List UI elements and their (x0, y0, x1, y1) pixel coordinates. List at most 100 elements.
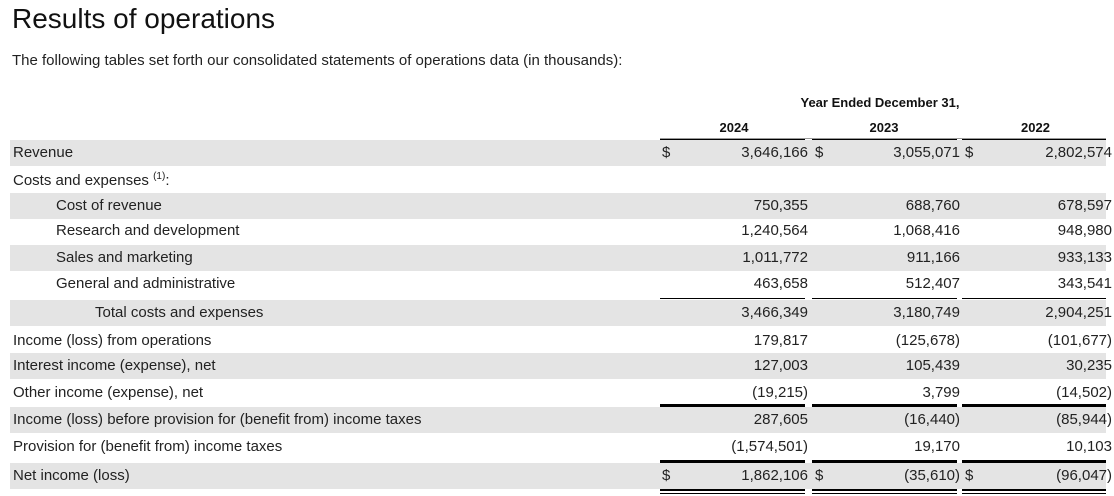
value-cell-2023: 688,760 (905, 197, 960, 214)
row-label: Total costs and expenses (95, 304, 263, 321)
currency-symbol: $ (965, 144, 974, 161)
value-cell-2022: 678,597 (1057, 197, 1112, 214)
row-label-text: Income (loss) from operations (13, 332, 212, 349)
row-label-text: Interest income (expense), net (13, 357, 216, 374)
value-cell-2023: 512,407 (905, 275, 960, 292)
value-cell-2022: 30,235 (1066, 357, 1112, 374)
year-header-2024: 2024 (719, 120, 749, 135)
row-label-text: Sales and marketing (56, 249, 193, 266)
currency-symbol: $ (965, 467, 974, 484)
row-label: Revenue (13, 144, 73, 161)
row-label-text: Provision for (benefit from) income taxe… (13, 438, 283, 455)
total-rule (812, 493, 957, 494)
value-cell-2023: 105,439 (905, 357, 960, 374)
value-cell-2022: 2,802,574 (1045, 144, 1112, 161)
row-label-suffix: : (165, 172, 170, 189)
value-cell-2024: 750,355 (753, 197, 808, 214)
row-label: Cost of revenue (56, 197, 162, 214)
row-label-text: Costs and expenses (13, 172, 149, 189)
row-label-text: Cost of revenue (56, 197, 162, 214)
value-cell-2022: (14,502) (1056, 384, 1112, 401)
value-cell-2022: 948,980 (1057, 222, 1112, 239)
row-label-text: Income (loss) before provision for (bene… (13, 411, 422, 428)
currency-symbol: $ (662, 467, 671, 484)
currency-symbol: $ (662, 144, 671, 161)
row-label: Interest income (expense), net (13, 357, 216, 374)
table-row: Sales and marketing 1,011,772 911,166 933,1… (10, 245, 1112, 271)
subtotal-rule (962, 460, 1106, 463)
value-cell-2023: 3,799 (922, 384, 960, 401)
value-cell-2024: 1,240,564 (741, 222, 808, 239)
row-label-text: Revenue (13, 144, 74, 161)
row-label: Income (loss) before provision for (bene… (13, 411, 422, 428)
value-cell-2024: 287,605 (753, 411, 808, 428)
value-cell-2023: 911,166 (906, 249, 960, 266)
value-cell-2023: 3,055,071 (893, 144, 960, 161)
year-header-2023: 2023 (869, 120, 899, 135)
value-cell-2022: (96,047) (1056, 467, 1112, 484)
total-rule (812, 489, 957, 491)
row-label-text: Research and development (56, 222, 240, 239)
row-label: General and administrative (56, 275, 235, 292)
currency-symbol: $ (815, 467, 824, 484)
table-row: Other income (expense), net (19,215) 3,799… (10, 380, 1112, 406)
row-label: Sales and marketing (56, 249, 193, 266)
table-row: Research and development 1,240,564 1,068,4… (10, 218, 1112, 244)
total-rule (660, 489, 805, 491)
table-row: Income (loss) from operations 179,817 (125… (10, 328, 1112, 354)
table-row: Revenue $ $ $3,646,166 3,055,071 2,802,574 (10, 140, 1112, 166)
year-header-2022: 2022 (1021, 120, 1050, 135)
value-cell-2024: 3,466,349 (741, 304, 808, 321)
row-label: Income (loss) from operations (13, 332, 211, 349)
row-label: Provision for (benefit from) income taxe… (13, 438, 282, 455)
value-cell-2024: 179,817 (753, 332, 808, 349)
total-rule (660, 298, 805, 299)
row-label: Net income (loss) (13, 467, 130, 484)
row-label: Other income (expense), net (13, 384, 203, 401)
period-rule (660, 138, 1106, 139)
value-cell-2022: (85,944) (1056, 411, 1112, 428)
table-row: Costs and expenses (1): (10, 167, 1106, 193)
row-label-text: Total costs and expenses (95, 304, 264, 321)
row-label-text: Net income (loss) (13, 467, 130, 484)
table-row: Net income (loss) $ $ $1,862,106 (35,610) (96… (10, 463, 1112, 489)
currency-symbol: $ (815, 144, 824, 161)
table-row: Provision for (benefit from) income taxe… (10, 434, 1112, 460)
total-rule (812, 298, 957, 299)
value-cell-2023: 3,180,749 (893, 304, 960, 321)
value-cell-2023: (16,440) (904, 411, 960, 428)
total-rule (660, 493, 805, 494)
value-cell-2022: 2,904,251 (1045, 304, 1112, 321)
total-rule (962, 489, 1106, 491)
table-intro-text: The following tables set forth our conso… (12, 52, 623, 69)
value-cell-2024: 1,862,106 (741, 467, 808, 484)
value-cell-2022: (101,677) (1047, 332, 1112, 349)
row-label-text: Other income (expense), net (13, 384, 204, 401)
period-header: Year Ended December 31, (800, 95, 960, 110)
value-cell-2024: (19,215) (752, 384, 808, 401)
table-row: Cost of revenue 750,355 688,760 678,597 (10, 193, 1112, 219)
subtotal-rule (660, 460, 805, 463)
page-title: Results of operations (12, 3, 276, 34)
value-cell-2024: (1,574,501) (731, 438, 808, 455)
total-rule (962, 404, 1106, 407)
value-cell-2024: 463,658 (753, 275, 808, 292)
value-cell-2024: 1,011,772 (742, 249, 808, 266)
table-row: Income (loss) before provision for (bene… (10, 407, 1112, 433)
value-cell-2023: 19,170 (914, 438, 960, 455)
value-cell-2022: 10,103 (1066, 438, 1112, 455)
footnote-marker: (1) (153, 171, 166, 182)
row-label: Costs and expenses (1): (13, 171, 170, 189)
table-row: General and administrative 463,658 512,407… (10, 271, 1112, 297)
value-cell-2023: 1,068,416 (893, 222, 960, 239)
table-row: Total costs and expenses 3,466,349 3,180,7… (10, 300, 1112, 326)
total-rule (962, 298, 1106, 299)
subtotal-rule (812, 460, 957, 463)
value-cell-2023: (125,678) (895, 332, 960, 349)
value-cell-2024: 3,646,166 (741, 144, 808, 161)
value-cell-2022: 343,541 (1057, 275, 1112, 292)
row-label: Research and development (56, 222, 239, 239)
value-cell-2023: (35,610) (904, 467, 960, 484)
total-rule (660, 404, 805, 407)
value-cell-2022: 933,133 (1057, 249, 1112, 266)
